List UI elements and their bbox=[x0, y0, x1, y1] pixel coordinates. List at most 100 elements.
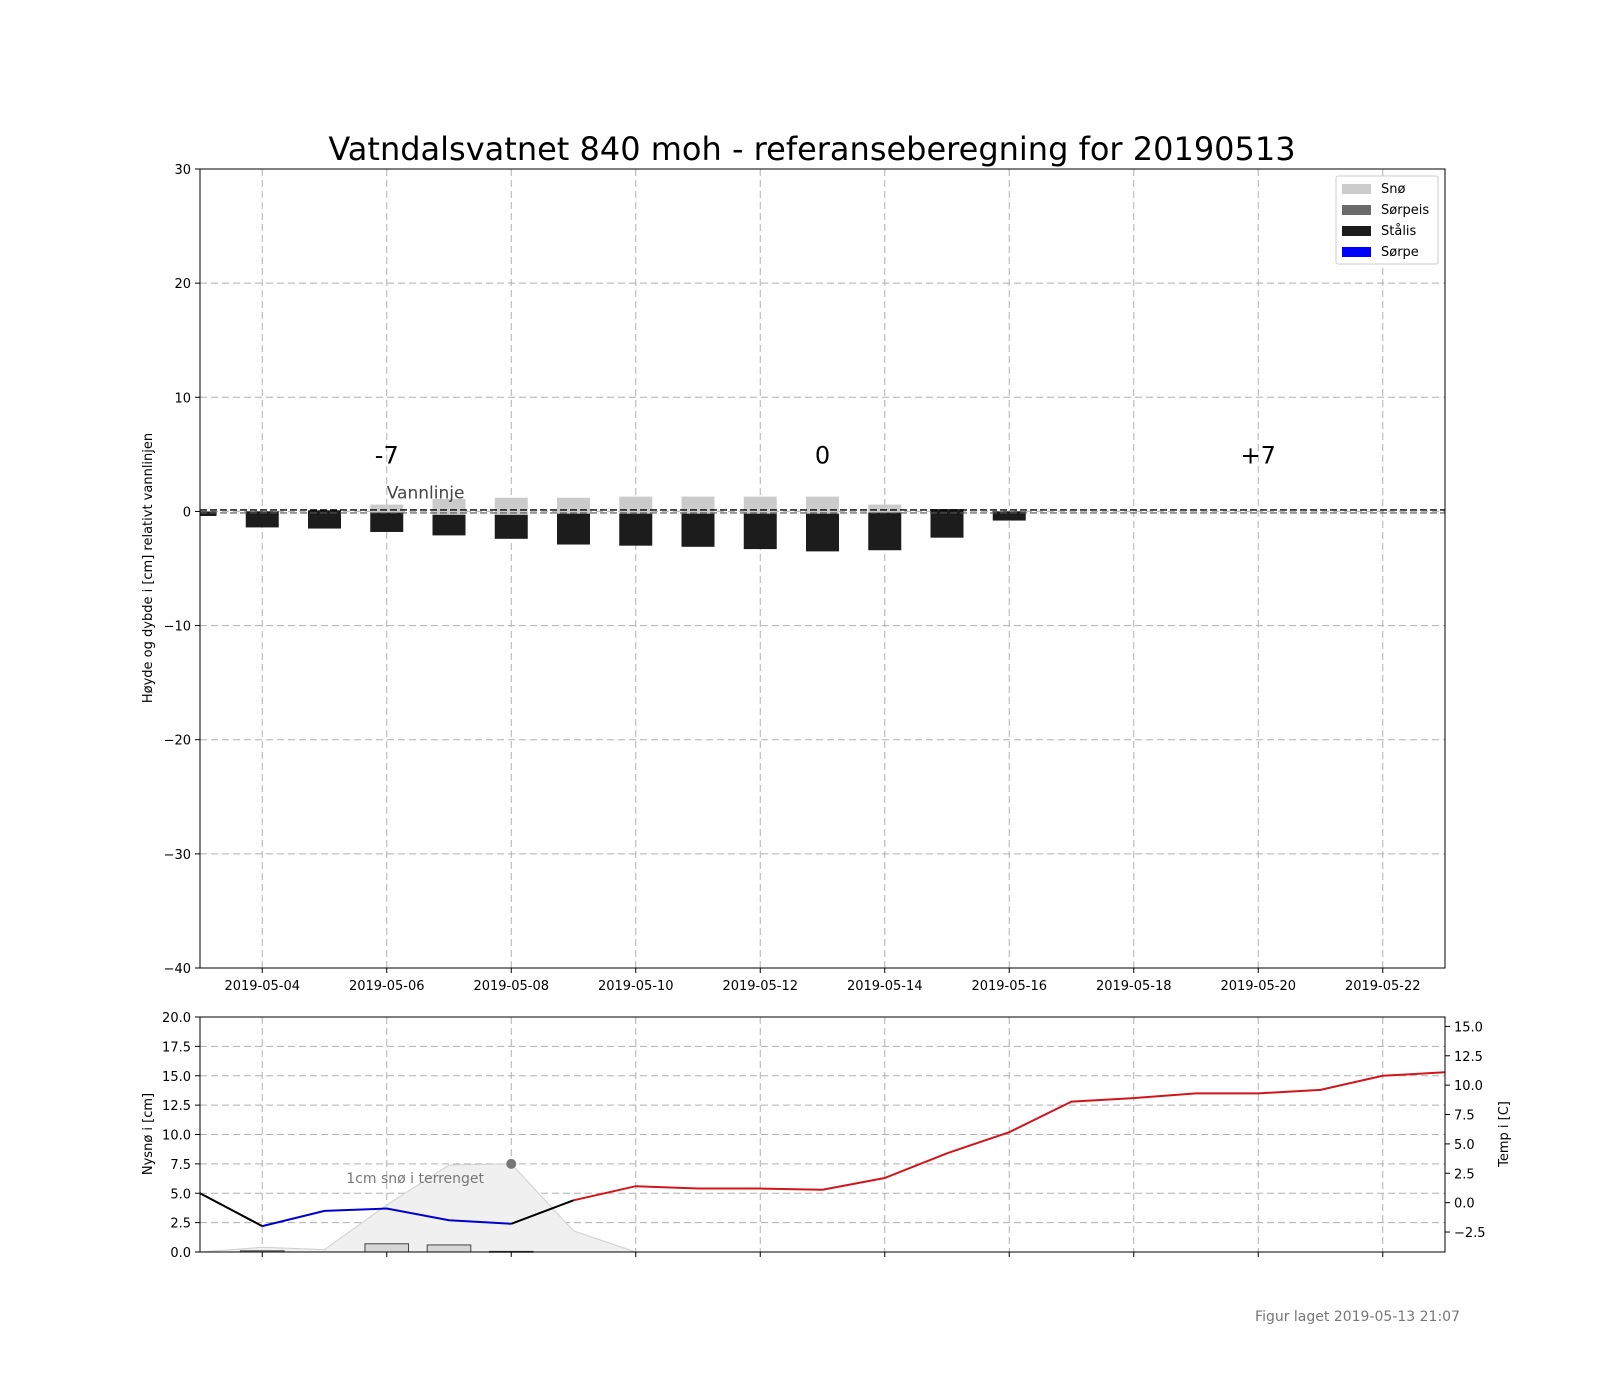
sno-bar bbox=[681, 496, 715, 514]
top-x-tick-label: 2019-05-10 bbox=[598, 979, 674, 994]
sno-bar bbox=[557, 497, 590, 514]
waterline-label: Vannlinje bbox=[387, 483, 465, 503]
annotation-point bbox=[506, 1158, 517, 1169]
legend-label: Snø bbox=[1381, 182, 1405, 197]
bottom-y2-axis-label: Temp i [C] bbox=[1497, 1101, 1512, 1168]
ice-bars bbox=[200, 496, 1026, 552]
top-x-tick-label: 2019-05-18 bbox=[1096, 979, 1172, 994]
bottom-y-tick-label: 2.5 bbox=[170, 1217, 191, 1232]
temp-line-obs_mid bbox=[510, 1199, 574, 1225]
bottom-grid bbox=[200, 1017, 1445, 1252]
bottom-x-ticks bbox=[261, 1252, 1384, 1257]
top-panel: Vannlinje -7 0 +7 30 20 10 0 −10 −20 −30 −40 2019… bbox=[141, 163, 1446, 994]
top-grid bbox=[200, 168, 1445, 969]
sno-bar bbox=[432, 498, 466, 515]
top-y-axis-label: Høyde og dybde i [cm] relativt vannlinje… bbox=[141, 433, 156, 703]
stalis-bar bbox=[619, 513, 653, 546]
legend-label: Stålis bbox=[1381, 224, 1417, 239]
waterline: Vannlinje bbox=[200, 483, 1445, 514]
sno-bar bbox=[743, 496, 777, 514]
annotation-text: 1cm snø i terrenget bbox=[346, 1171, 484, 1187]
bottom-y-tick-label: 10.0 bbox=[162, 1129, 191, 1144]
bottom-y2-tick-label: −2.5 bbox=[1454, 1226, 1486, 1241]
top-x-tick-label: 2019-05-12 bbox=[722, 979, 798, 994]
top-x-tick-label: 2019-05-08 bbox=[473, 979, 549, 994]
legend-box bbox=[1335, 175, 1439, 265]
figure-timestamp: Figur laget 2019-05-13 21:07 bbox=[1255, 1309, 1460, 1325]
temperature-lines bbox=[199, 1071, 1446, 1228]
terrain-snow-fill bbox=[199, 1163, 636, 1253]
day-marker-label: -7 bbox=[375, 441, 399, 469]
stalis-bar bbox=[308, 510, 341, 529]
top-x-ticks: 2019-05-04 2019-05-06 2019-05-08 2019-05-10… bbox=[224, 968, 1421, 994]
top-y-tick-label: −30 bbox=[164, 848, 191, 863]
bottom-y-tick-label: 5.0 bbox=[170, 1187, 191, 1202]
top-x-tick-label: 2019-05-20 bbox=[1220, 979, 1296, 994]
stalis-bar bbox=[681, 513, 715, 547]
new-snow-bar bbox=[426, 1244, 472, 1253]
legend-swatch bbox=[1342, 205, 1371, 215]
stalis-bar bbox=[557, 513, 590, 545]
top-x-tick-label: 2019-05-04 bbox=[224, 979, 300, 994]
top-y-tick-label: −20 bbox=[164, 734, 191, 749]
sno-bar bbox=[494, 497, 528, 515]
stalis-bar bbox=[245, 511, 279, 528]
snow-annotation: 1cm snø i terrenget bbox=[346, 1158, 517, 1187]
bottom-y2-tick-label: 7.5 bbox=[1454, 1109, 1475, 1124]
terrain-snow-area bbox=[199, 1163, 636, 1253]
temp-line-obs_start bbox=[199, 1192, 263, 1228]
bottom-y2-tick-label: 2.5 bbox=[1454, 1167, 1475, 1182]
top-x-tick-label: 2019-05-14 bbox=[847, 979, 923, 994]
new-snow-bar bbox=[364, 1243, 410, 1253]
stalis-bar bbox=[992, 511, 1026, 521]
bottom-y-tick-label: 12.5 bbox=[162, 1099, 191, 1114]
stalis-bar bbox=[743, 513, 777, 550]
top-plot-frame bbox=[199, 168, 1446, 969]
temp-line-forecast bbox=[573, 1071, 1446, 1202]
day-marker-label: +7 bbox=[1241, 441, 1276, 469]
stalis-bar bbox=[370, 512, 404, 532]
stalis-bar bbox=[930, 509, 964, 538]
sno-bar bbox=[868, 504, 902, 513]
bottom-y-tick-label: 20.0 bbox=[162, 1011, 191, 1026]
bottom-y2-tick-label: 12.5 bbox=[1454, 1050, 1483, 1065]
stalis-bar bbox=[432, 514, 466, 536]
bottom-y-axis-label: Nysnø i [cm] bbox=[141, 1093, 156, 1175]
bottom-y-tick-label: 17.5 bbox=[162, 1040, 191, 1055]
top-y-tick-label: 0 bbox=[183, 505, 191, 520]
top-y-tick-label: 10 bbox=[174, 391, 191, 406]
stalis-bar bbox=[806, 513, 839, 552]
bottom-y-tick-label: 7.5 bbox=[170, 1158, 191, 1173]
sno-bar bbox=[370, 504, 404, 513]
top-y-tick-label: −40 bbox=[164, 962, 191, 977]
bottom-y-tick-label: 0.0 bbox=[170, 1246, 191, 1261]
sno-bar bbox=[619, 496, 653, 514]
stalis-bar bbox=[494, 514, 528, 539]
bottom-panel: 1cm snø i terrenget 20.0 17.5 15.0 12.5 10.0… bbox=[141, 1011, 1512, 1261]
top-x-tick-label: 2019-05-06 bbox=[349, 979, 425, 994]
day-markers: -7 0 +7 bbox=[375, 441, 1276, 469]
legend-label: Sørpeis bbox=[1381, 203, 1429, 218]
sno-bar bbox=[806, 496, 839, 514]
bottom-y2-tick-label: 15.0 bbox=[1454, 1020, 1483, 1035]
top-y-tick-label: 20 bbox=[174, 277, 191, 292]
bottom-y-ticks: 20.0 17.5 15.0 12.5 10.0 7.5 5.0 2.5 0.0 bbox=[162, 1011, 200, 1261]
top-y-tick-label: 30 bbox=[174, 163, 191, 178]
top-x-tick-label: 2019-05-16 bbox=[971, 979, 1047, 994]
top-y-tick-label: −10 bbox=[164, 620, 191, 635]
legend-swatch bbox=[1342, 184, 1371, 194]
stalis-bar bbox=[868, 512, 902, 551]
legend: Snø Sørpeis Stålis Sørpe bbox=[1335, 175, 1439, 265]
top-y-ticks: 30 20 10 0 −10 −20 −30 −40 bbox=[164, 163, 200, 977]
legend-swatch bbox=[1342, 247, 1371, 257]
legend-label: Sørpe bbox=[1381, 245, 1419, 260]
stalis-bar bbox=[200, 511, 217, 516]
bottom-y2-tick-label: 10.0 bbox=[1454, 1079, 1483, 1094]
top-x-tick-label: 2019-05-22 bbox=[1345, 979, 1421, 994]
temp-line-snow bbox=[262, 1207, 512, 1228]
bottom-y2-tick-label: 0.0 bbox=[1454, 1197, 1475, 1212]
chart-title: Vatndalsvatnet 840 moh - referanseberegn… bbox=[328, 130, 1295, 168]
bottom-y-tick-label: 15.0 bbox=[162, 1070, 191, 1085]
legend-swatch bbox=[1342, 226, 1371, 236]
